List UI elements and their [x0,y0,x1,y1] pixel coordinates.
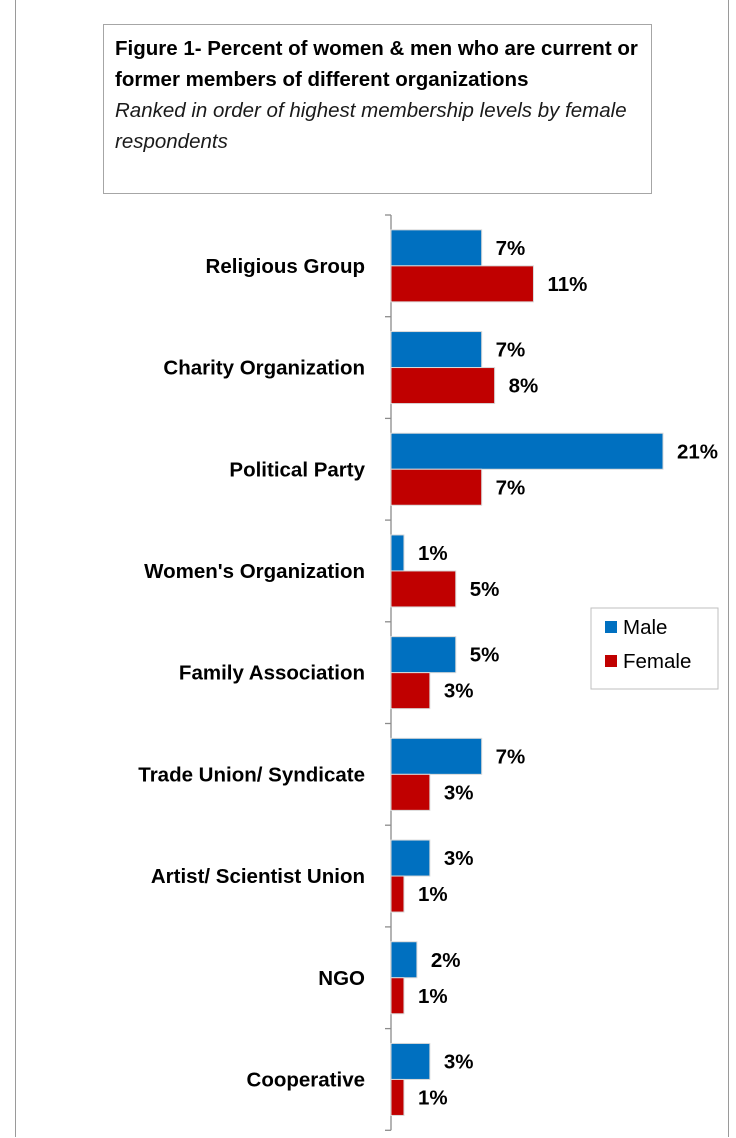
bar-female [390,977,405,1015]
data-label-male: 7% [496,745,526,768]
bar-female [390,672,431,710]
category-label: Religious Group [206,255,365,278]
data-label-female: 1% [418,985,448,1008]
bar-male [390,636,457,674]
bar-female [390,468,483,506]
data-label-female: 7% [496,476,526,499]
legend: Male Female [590,607,719,690]
data-label-female: 3% [444,781,474,804]
bar-female [390,773,431,811]
data-label-male: 3% [444,1050,474,1073]
category-label: Family Association [179,662,365,685]
data-label-male: 1% [418,542,448,565]
data-label-female: 11% [547,273,587,296]
chart-title-box: Figure 1- Percent of women & men who are… [103,24,652,194]
bar-female [390,875,405,913]
data-label-male: 21% [677,440,718,463]
bar-male [390,737,483,775]
category-label: Women's Organization [144,560,365,583]
bar-female [390,1078,405,1116]
legend-swatch-female [605,655,617,667]
bar-female [390,265,534,303]
category-label: Trade Union/ Syndicate [138,763,365,786]
data-label-female: 1% [418,1086,448,1109]
legend-label-male: Male [623,616,667,639]
bar-male [390,432,664,470]
legend-label-female: Female [623,650,691,673]
chart-title: Figure 1- Percent of women & men who are… [115,37,638,91]
bar-female [390,367,496,405]
bar-female [390,570,457,608]
bar-male [390,331,483,369]
chart-subtitle: Ranked in order of highest membership le… [115,99,627,153]
data-label-male: 7% [496,339,526,362]
figure-frame [15,0,729,1137]
data-label-female: 5% [470,578,500,601]
category-label: Cooperative [247,1068,365,1091]
data-label-male: 5% [470,644,500,667]
bar-male [390,1042,431,1080]
bar-male [390,839,431,877]
data-label-female: 8% [509,375,539,398]
data-label-male: 3% [444,847,474,870]
bar-male [390,534,405,572]
legend-swatch-male [605,621,617,633]
bar-male [390,229,483,267]
category-label: Charity Organization [163,357,365,380]
data-label-male: 7% [496,237,526,260]
data-label-male: 2% [431,949,461,972]
bar-male [390,941,418,979]
data-label-female: 1% [418,883,448,906]
category-label: NGO [318,967,365,990]
category-label: Artist/ Scientist Union [151,865,365,888]
data-label-female: 3% [444,680,474,703]
plot-area: Religious Group 7% 11% Charity Organization… [138,214,718,1131]
category-label: Political Party [229,458,365,481]
